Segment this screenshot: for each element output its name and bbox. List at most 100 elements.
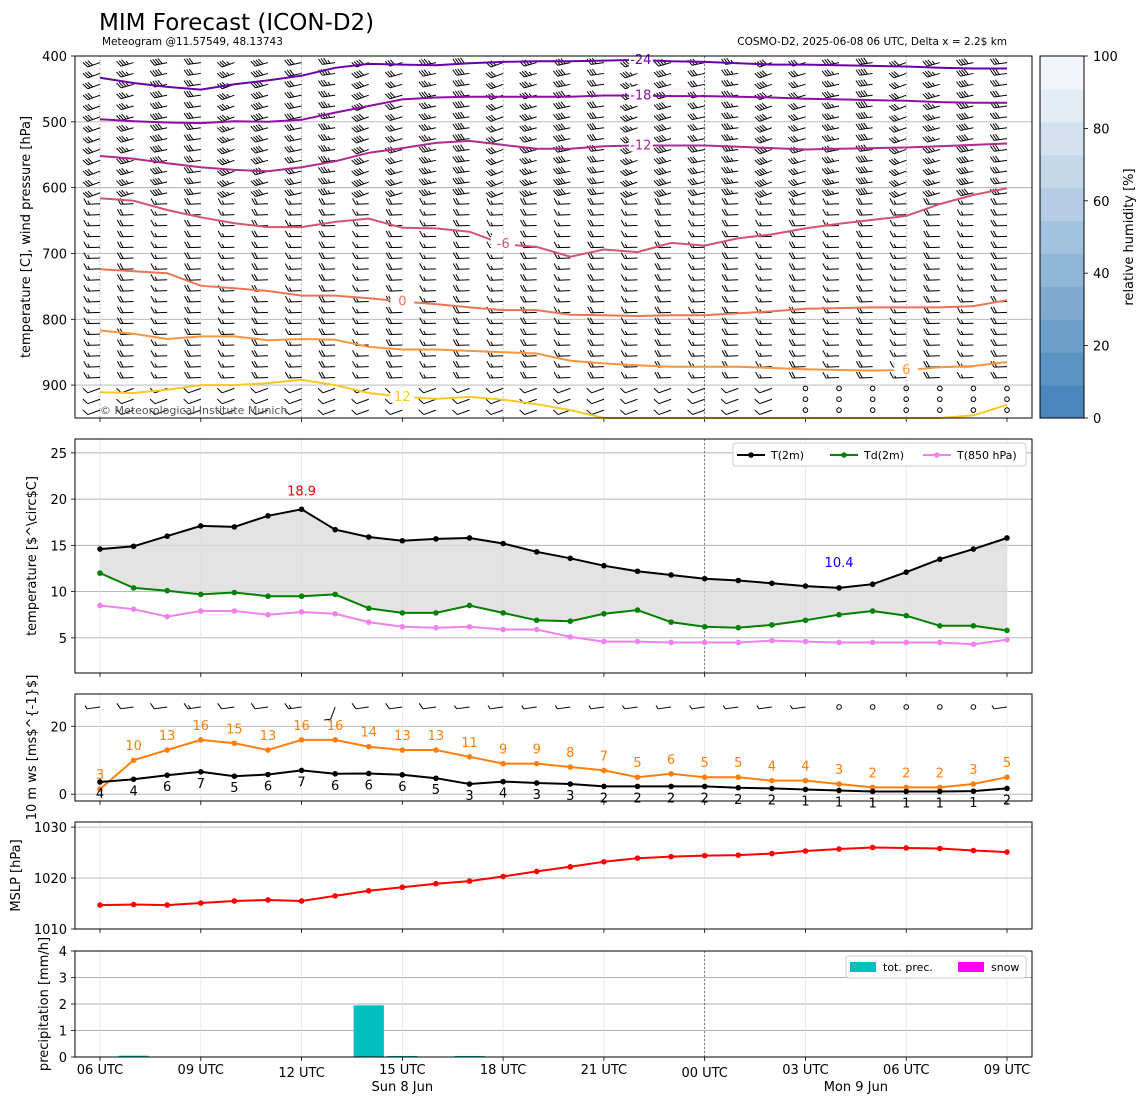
wind-barb [352, 284, 369, 292]
wind-barb [553, 155, 571, 164]
barb-half-feather [84, 705, 88, 710]
barb-feather [116, 158, 122, 165]
barb-feather [922, 71, 928, 78]
barb-feather [624, 125, 631, 131]
wind-barb [855, 274, 873, 281]
wind-barb [587, 274, 604, 281]
barb-feather [687, 179, 693, 186]
barb-feather [995, 155, 1000, 162]
barb-half-feather [428, 168, 432, 173]
wind-barb [284, 69, 302, 77]
wind-barb [989, 144, 1008, 152]
barb-feather [855, 263, 861, 270]
wind-barb [754, 113, 773, 122]
barb-feather [961, 58, 967, 65]
barb-feather [116, 71, 122, 78]
barb-feather [587, 317, 592, 324]
barb-feather [692, 134, 698, 141]
barb-feather [284, 59, 290, 66]
barb-half-feather [288, 298, 292, 303]
wind-barb [251, 274, 268, 281]
wind-barb [855, 133, 873, 141]
barb-half-feather [490, 254, 494, 259]
barb-feather [620, 198, 625, 205]
barb-half-feather [759, 200, 762, 205]
y-tick-label: 600 [42, 182, 67, 197]
series-line [99, 846, 1008, 907]
series-point [466, 602, 473, 609]
barb-feather [286, 156, 292, 163]
barb-half-feather [960, 254, 964, 259]
wind-barb [553, 208, 571, 216]
barb-feather [992, 295, 998, 303]
wind-barb [284, 112, 302, 121]
barb-feather [591, 112, 597, 119]
barb-half-feather [154, 319, 158, 324]
barb-feather [485, 127, 492, 133]
barb-feather [860, 112, 866, 119]
wind-barb [855, 68, 873, 76]
barb-half-feather [87, 341, 91, 346]
barb-half-feather [125, 104, 129, 108]
barb-feather [824, 167, 830, 174]
barb-feather [958, 156, 964, 163]
barb-feather [258, 156, 264, 163]
barb-feather [183, 178, 189, 185]
barb-feather [289, 188, 295, 195]
barb-staff [355, 706, 369, 710]
barb-half-feather [931, 191, 936, 195]
wind-barb [519, 70, 537, 78]
barb-feather [927, 168, 933, 174]
barb-feather [253, 71, 259, 77]
wind-barb [216, 136, 235, 144]
barb-feather [990, 230, 995, 238]
barb-feather [756, 148, 763, 154]
series-point [197, 608, 204, 614]
barb-feather [553, 179, 558, 186]
wind-barb [251, 252, 268, 260]
wind-barb [82, 179, 101, 187]
barb-feather [956, 92, 962, 99]
wind-barb [990, 328, 1008, 336]
wind-barb [923, 230, 940, 238]
barb-feather [121, 92, 127, 98]
barb-feather [989, 112, 995, 119]
barb-feather [726, 177, 731, 184]
barb-feather [286, 146, 292, 152]
barb-feather [793, 81, 799, 87]
barb-feather [217, 263, 222, 270]
barb-feather [656, 103, 662, 110]
barb-feather [788, 136, 794, 143]
barb-feather [754, 72, 760, 79]
wind-barb [620, 71, 638, 79]
barb-feather [653, 82, 659, 89]
barb-half-feather [624, 276, 628, 281]
barb-half-feather [87, 287, 91, 292]
wind-value-label: 4 [801, 760, 809, 775]
series-point [701, 575, 708, 582]
barb-feather [318, 208, 323, 216]
barb-feather [724, 295, 729, 303]
barb-feather [724, 317, 729, 324]
barb-feather [888, 159, 895, 166]
barb-feather [154, 145, 160, 152]
barb-feather [689, 189, 695, 196]
barb-half-feather [87, 276, 91, 281]
barb-feather [620, 62, 626, 68]
series-point [970, 641, 977, 648]
barb-staff [255, 706, 269, 710]
wind-barb [553, 284, 571, 292]
barb-feather [251, 274, 256, 281]
barb-feather [658, 178, 664, 185]
barb-feather [558, 80, 564, 87]
series-point [231, 898, 238, 904]
series-point [836, 639, 842, 646]
barb-feather [558, 69, 564, 76]
barb-feather [253, 306, 259, 313]
barb-feather [455, 230, 460, 237]
x-tick-label: 21 UTC [581, 1063, 627, 1078]
barb-feather [958, 59, 964, 66]
barb-feather [793, 102, 799, 109]
mslp-panel-frame [74, 821, 1033, 930]
series-point [231, 740, 238, 747]
